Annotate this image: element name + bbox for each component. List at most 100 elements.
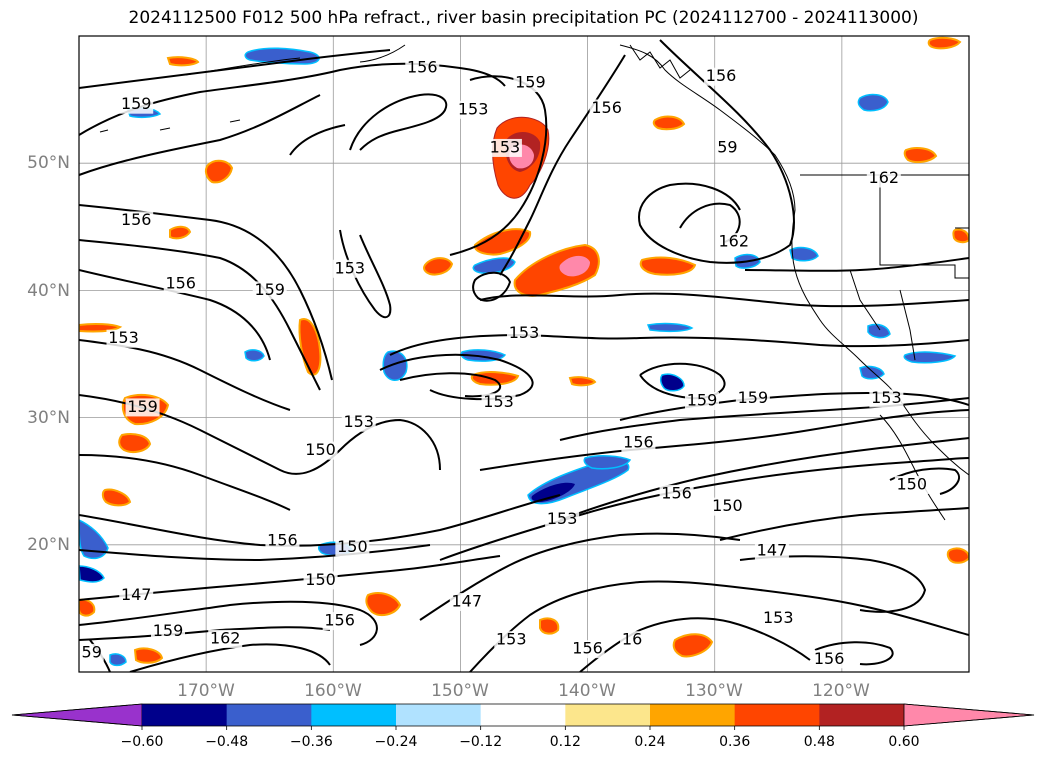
- contour-label: 153: [483, 392, 514, 411]
- latitude-labels: 50°N 40°N 30°N 20°N: [27, 153, 70, 555]
- precip-blob: [583, 455, 632, 470]
- contour-label-bg: [303, 571, 338, 590]
- colorbar-bin: [650, 704, 736, 726]
- contour-label: 159: [254, 280, 285, 299]
- contour-line: [79, 394, 441, 475]
- contour-label: 156: [623, 433, 654, 452]
- colorbar-tick-label: 0.12: [550, 734, 581, 750]
- contour-label-bg: [119, 95, 154, 114]
- precip-blob: [539, 617, 560, 635]
- contour-line: [79, 62, 506, 136]
- contour-label-bg: [894, 476, 929, 495]
- precip-blob: [79, 598, 96, 617]
- contour-label: 59: [82, 642, 102, 661]
- contour-label: 153: [343, 412, 374, 431]
- coastline: [99, 119, 241, 133]
- lon-label-160w: 160°W: [304, 681, 362, 701]
- contour-line: [289, 124, 346, 156]
- contour-label-bg: [481, 393, 516, 412]
- contour-label: 153: [547, 509, 578, 528]
- contour-line: [349, 93, 448, 151]
- contour-line: [744, 257, 969, 272]
- colorbar-tick-label: −0.60: [121, 734, 164, 750]
- precip-blob: [382, 350, 408, 381]
- contour-line: [79, 239, 321, 391]
- precip-blob: [166, 56, 200, 67]
- contour-label-bg: [761, 609, 796, 628]
- precip-blob: [857, 93, 889, 112]
- contour-label: 153: [509, 323, 540, 342]
- contour-label: 156: [661, 483, 692, 502]
- contour-label-bg: [620, 631, 645, 650]
- contour-line: [79, 544, 431, 562]
- contour-label-bg: [866, 169, 901, 188]
- contour-label: 153: [108, 328, 139, 347]
- coastlines: [99, 44, 969, 521]
- precip-blob: [79, 322, 123, 333]
- contour-line: [439, 457, 969, 561]
- contour-label-bg: [332, 259, 367, 278]
- contour-label-bg: [621, 434, 656, 453]
- precip-blob: [867, 323, 891, 339]
- contour-label: 153: [496, 630, 527, 649]
- contour-label-bg: [685, 392, 719, 411]
- lat-label-20: 20°N: [27, 535, 70, 555]
- contour-line: [889, 467, 960, 495]
- contour-line: [499, 54, 626, 276]
- contour-line: [814, 641, 894, 666]
- contour-label-bg: [303, 441, 338, 460]
- precip-blob: [927, 36, 962, 50]
- contour-label-bg: [589, 99, 624, 118]
- contour-label-bg: [494, 631, 529, 650]
- longitude-labels: 170°W 160°W 150°W 140°W 130°W 120°W: [177, 681, 870, 701]
- contour-label: 59: [717, 137, 737, 156]
- contour-line: [79, 600, 378, 646]
- contour-label-bg: [704, 67, 739, 86]
- precip-blob: [646, 322, 694, 333]
- precip-blob: [903, 351, 957, 364]
- precip-blob: [531, 482, 575, 502]
- colorbar-bin: [396, 704, 482, 726]
- precip-blob: [659, 373, 685, 392]
- contour-label-bg: [570, 640, 605, 659]
- contour-line: [389, 333, 969, 356]
- map-frame: [78, 35, 970, 673]
- contour-line: [579, 617, 811, 672]
- lon-label-130w: 130°W: [685, 681, 743, 701]
- lat-label-50: 50°N: [27, 153, 70, 173]
- precip-blob: [639, 256, 697, 276]
- colorbar-tick-label: −0.24: [375, 734, 418, 750]
- contour-line: [739, 555, 927, 613]
- contour-label: 159: [687, 391, 718, 410]
- precip-blob: [903, 147, 938, 164]
- contour-label: 156: [814, 649, 845, 668]
- lon-label-150w: 150°W: [431, 681, 489, 701]
- contour-labels: 1561591591531531561565915615315915616216…: [79, 57, 929, 669]
- contour-label-bg: [335, 538, 370, 557]
- contour-label-bg: [119, 211, 154, 230]
- precip-blob: [365, 592, 402, 617]
- border: [879, 175, 969, 279]
- contour-label-bg: [513, 74, 548, 93]
- colorbar-tick-label: 0.48: [804, 734, 835, 750]
- contour-label-bg: [265, 531, 300, 550]
- colorbar-labels: −0.60 −0.48 −0.36 −0.24 −0.12 0.12 0.24 0.36 0.4…: [121, 726, 920, 750]
- contour-line: [479, 409, 969, 471]
- precip-blob: [568, 376, 597, 387]
- contour-label-bg: [715, 138, 740, 157]
- contour-label: 150: [305, 440, 336, 459]
- contour-label: 159: [153, 621, 184, 640]
- contour-label: 156: [706, 66, 737, 85]
- colorbar-bin: [734, 704, 820, 726]
- colorbar-tick-label: 0.36: [719, 734, 750, 750]
- contour-label-bg: [163, 275, 198, 294]
- contour-label-bg: [487, 138, 522, 157]
- colorbar-bin: [480, 704, 566, 726]
- contour-label: 153: [458, 99, 489, 118]
- contour-label: 156: [165, 274, 196, 293]
- border: [899, 289, 916, 361]
- contour-label-bg: [341, 413, 376, 432]
- coastline: [629, 44, 691, 79]
- contour-label: 159: [515, 73, 546, 92]
- contour-label: 156: [572, 639, 603, 658]
